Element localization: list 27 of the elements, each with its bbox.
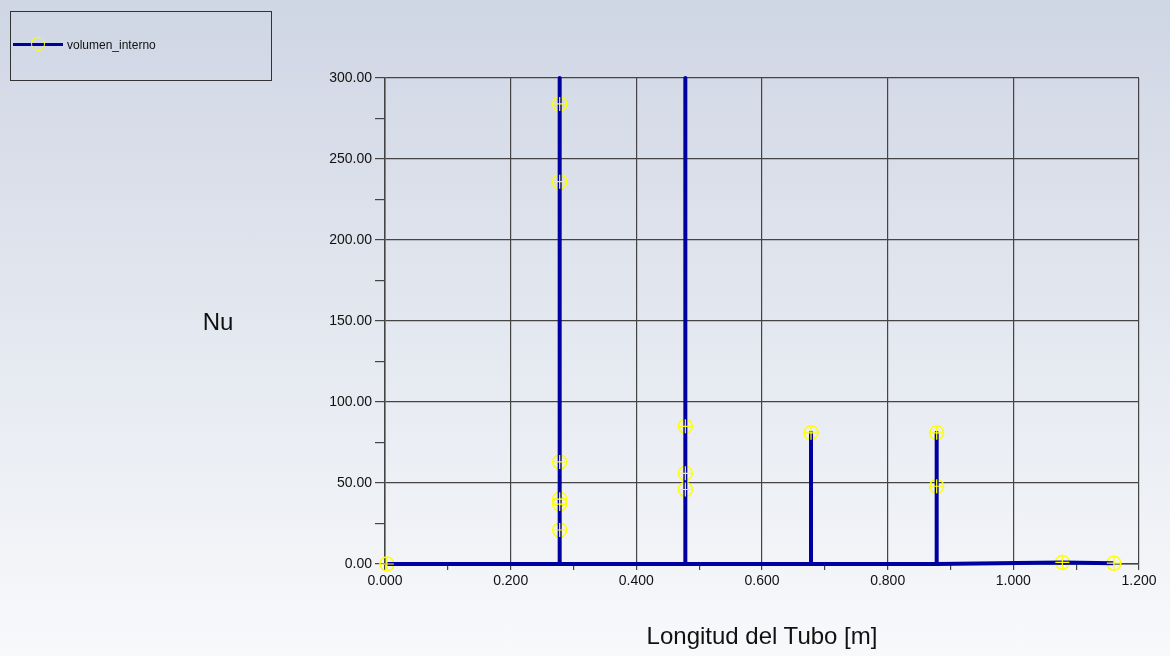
- x-tick-label: 0.200: [493, 572, 529, 589]
- x-tick-label: 0.400: [618, 572, 655, 589]
- legend-label: volumen_interno: [67, 38, 156, 52]
- y-axis-title: Nu: [202, 307, 234, 335]
- point: [677, 481, 694, 498]
- y-tick-label: 0.00: [344, 554, 373, 571]
- point: [928, 478, 945, 494]
- point: [551, 454, 568, 470]
- point: [677, 465, 694, 482]
- y-tick-label: 100.00: [329, 392, 373, 409]
- y-tick-label: 250.00: [329, 149, 373, 166]
- x-tick-label: 0.600: [744, 572, 780, 589]
- x-axis-title: Longitud del Tubo [m]: [646, 622, 878, 650]
- y-tick-label: 50.00: [336, 473, 373, 490]
- x-tick-label: 0.000: [367, 572, 403, 589]
- point: [551, 96, 568, 112]
- point: [551, 496, 568, 512]
- point: [551, 173, 568, 190]
- x-tick-label: 0.800: [870, 572, 906, 589]
- x-tick-label: 1.200: [1121, 572, 1157, 589]
- y-tick-label: 200.00: [329, 230, 373, 247]
- point: [551, 522, 568, 538]
- point: [677, 418, 694, 435]
- y-tick-label: 300.00: [329, 68, 373, 85]
- point: [551, 491, 568, 507]
- y-tick-label: 150.00: [329, 311, 373, 328]
- x-tick-label: 1.000: [995, 572, 1032, 589]
